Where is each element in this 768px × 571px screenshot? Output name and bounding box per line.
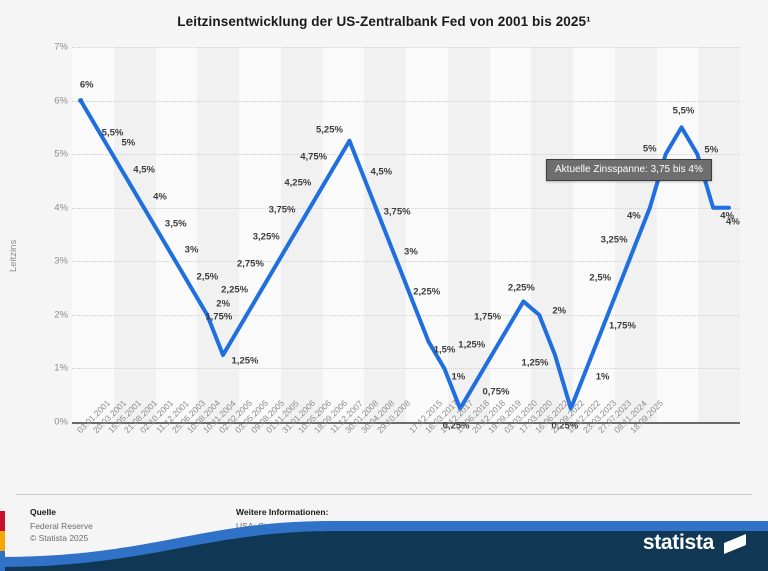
statista-chevron-icon [724, 534, 746, 554]
source-block: Quelle Federal Reserve © Statista 2025 [30, 506, 93, 544]
data-point-label: 3,25% [252, 231, 280, 243]
data-point-label: 4,5% [370, 166, 393, 178]
source-line-1: Federal Reserve [30, 521, 93, 531]
plot-band [322, 47, 365, 422]
data-point-label: 2,25% [413, 286, 441, 298]
data-point-label: 2% [552, 305, 567, 317]
data-point-label: 5% [121, 137, 136, 149]
footer-divider [16, 494, 752, 495]
gridline [72, 261, 740, 263]
data-point-label: 1,25% [521, 357, 549, 369]
further-info-heading: Weitere Informationen: [236, 507, 329, 517]
plot-band [72, 47, 114, 422]
data-point-label: 5,25% [316, 124, 343, 136]
source-heading: Quelle [30, 507, 56, 517]
plot-band [489, 47, 532, 422]
data-point-label: 4,5% [133, 164, 155, 176]
plot-band [155, 47, 198, 422]
data-point-label: 1,25% [231, 355, 259, 367]
plot-band [656, 47, 699, 422]
series-line [78, 98, 731, 411]
data-point-label: 4,75% [300, 151, 328, 163]
data-point-label: 5% [704, 144, 719, 156]
y-axis-tick-label: 0% [54, 416, 68, 428]
data-point-label: 0,25% [551, 420, 579, 432]
data-point-label: 0,75% [482, 386, 510, 398]
data-point-label: 3,75% [383, 206, 411, 218]
data-point-label: 1,5% [433, 344, 456, 356]
plot-band [698, 47, 740, 422]
gridline [72, 314, 740, 317]
data-point-label: 2,25% [221, 284, 249, 296]
tooltip-aktuelle-zinsspanne: Aktuelle Zinsspanne: 3,75 bis 4% [546, 159, 712, 181]
page-title: Leitzinsentwicklung der US-Zentralbank F… [177, 14, 591, 29]
data-point-label: 2% [216, 298, 231, 310]
plot-band [113, 47, 156, 422]
statista-wordmark: statista [642, 531, 714, 554]
data-point-label: 6% [79, 79, 94, 91]
plot-band [239, 47, 281, 422]
plot-band [614, 47, 657, 422]
plot-band [531, 47, 573, 422]
data-point-label: 4% [726, 216, 740, 228]
y-axis-tick-label: 2% [54, 309, 68, 321]
data-point-label: 3,5% [164, 218, 187, 229]
data-point-label: 5,5% [672, 105, 695, 117]
line-series-leitzins [78, 97, 731, 411]
data-point-label: 4,25% [284, 177, 312, 189]
y-axis-tick-label: 5% [54, 148, 68, 160]
data-point-label: 2,25% [507, 282, 535, 294]
y-axis-title: Leitzins [8, 239, 19, 272]
color-accent-bars [0, 511, 5, 571]
plot-background-bands [72, 47, 740, 422]
data-point-label: 0,25% [442, 420, 470, 432]
data-point-label: 1% [595, 371, 610, 383]
data-point-label: 2,5% [196, 271, 219, 283]
data-point-label: 1,25% [458, 339, 486, 351]
data-point-label: 3% [404, 246, 418, 258]
source-line-2: © Statista 2025 [30, 533, 89, 543]
data-labels: 6% 5,5% 5% 4,5% 4% 3,5% 3% 2,5% 2% 1,25% 1,75% 2,25… [72, 47, 740, 431]
y-axis-tick-label: 3% [54, 255, 68, 267]
logo-wave-shape [0, 521, 768, 571]
x-axis-baseline [72, 422, 740, 424]
statista-logo[interactable]: statista [0, 511, 768, 571]
y-axis-tick-label: 6% [54, 95, 68, 107]
series-start-marker [78, 97, 84, 104]
y-axis-tick-label: 1% [54, 362, 68, 374]
data-point-label: 1% [451, 371, 466, 383]
data-point-label: 5,5% [101, 127, 124, 139]
gridlines [72, 47, 740, 424]
gridline [72, 154, 740, 156]
y-axis-tick-label: 4% [54, 202, 68, 214]
data-point-label: 2,75% [236, 258, 264, 270]
data-point-label: 5% [642, 143, 657, 155]
gridline [72, 47, 740, 49]
data-point-label: 3% [184, 244, 199, 256]
gridline [72, 368, 740, 370]
data-point-label: 4% [627, 210, 641, 222]
plot-band [573, 47, 615, 422]
gridline [72, 100, 740, 103]
data-point-label: 4% [720, 210, 734, 222]
data-point-label: 1,75% [474, 311, 502, 323]
plot-band [280, 47, 323, 422]
data-point-label: 3,25% [600, 234, 628, 246]
plot-band [447, 47, 490, 422]
y-axis-tick-label: 7% [54, 41, 68, 53]
x-axis: 03.01.2001 20.03.2001 15.05.2001 21.08.2001… [72, 398, 740, 498]
data-point-label: 1,75% [608, 320, 636, 332]
data-point-label: 2,5% [589, 272, 612, 284]
plot-area: 6% 5,5% 5% 4,5% 4% 3,5% 3% 2,5% 2% 1,25% 1,75% 2,25… [72, 47, 740, 431]
data-point-label: 1,75% [205, 311, 233, 323]
y-axis: Leitzins 0% 1% 2% 3% 4% 5% 6% 7% [8, 42, 68, 428]
data-point-label: 4% [153, 191, 167, 203]
plot-band [197, 47, 239, 422]
gridline [72, 207, 740, 210]
data-point-label: 3,75% [268, 204, 296, 216]
